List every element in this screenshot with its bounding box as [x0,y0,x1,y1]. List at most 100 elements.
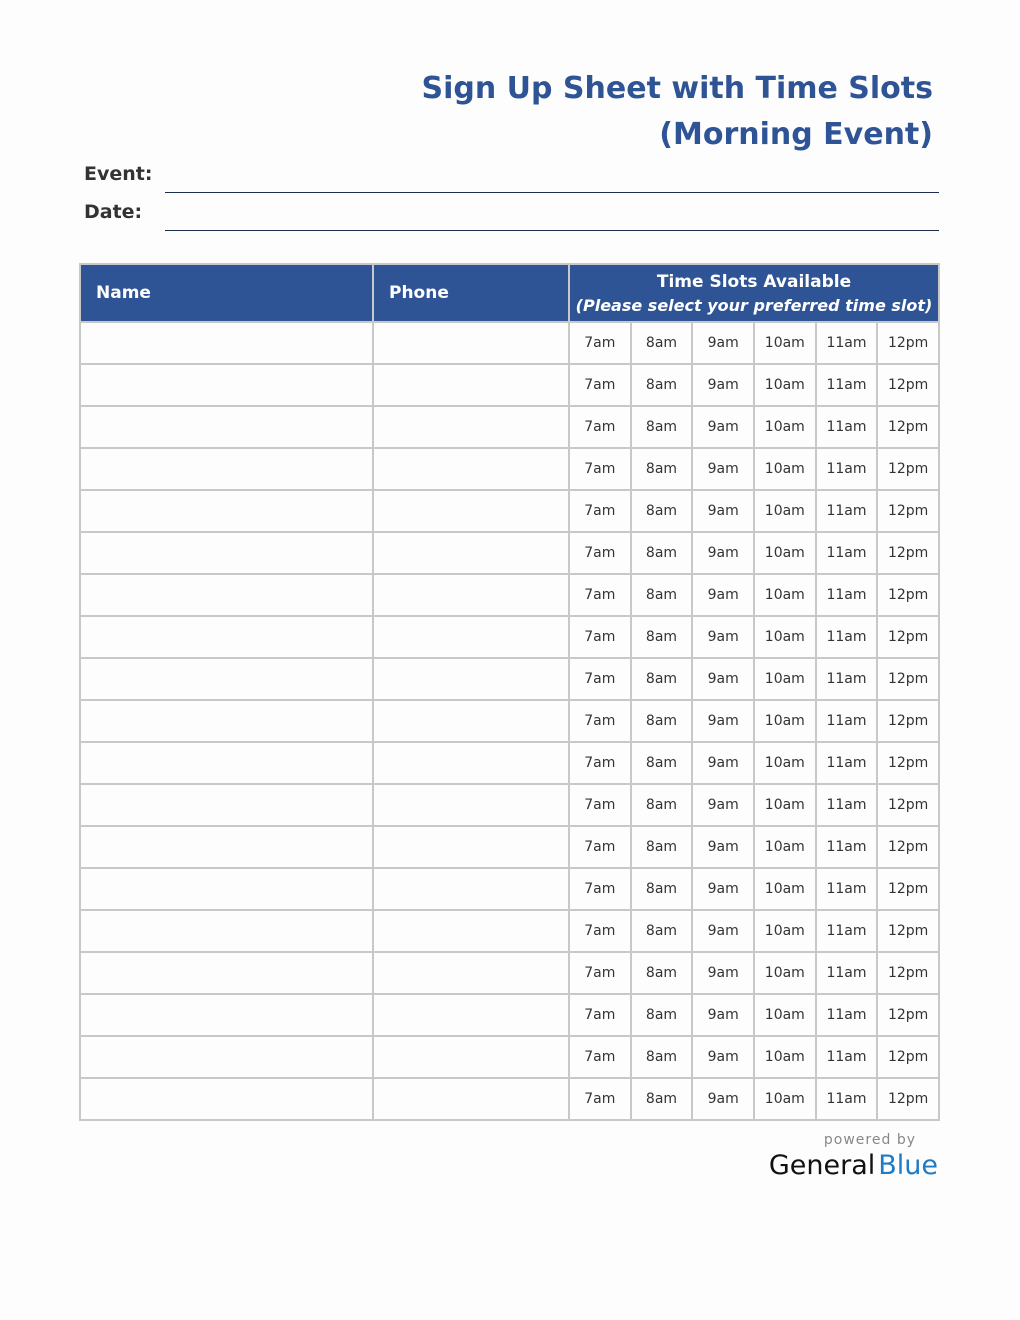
time-slot-cell[interactable]: 11am [814,867,879,911]
time-slot-cell[interactable]: 7am [568,321,632,365]
name-cell[interactable] [79,489,374,533]
time-slot-cell[interactable]: 10am [752,825,817,869]
time-slot-cell[interactable]: 8am [629,909,694,953]
time-slot-cell[interactable]: 12pm [876,993,940,1037]
time-slot-cell[interactable]: 11am [814,363,879,407]
time-slot-cell[interactable]: 12pm [876,363,940,407]
date-field[interactable] [165,230,939,231]
time-slot-cell[interactable]: 7am [568,489,632,533]
time-slot-cell[interactable]: 12pm [876,531,940,575]
phone-cell[interactable] [372,489,570,533]
time-slot-cell[interactable]: 8am [629,531,694,575]
phone-cell[interactable] [372,783,570,827]
time-slot-cell[interactable]: 11am [814,531,879,575]
name-cell[interactable] [79,573,374,617]
time-slot-cell[interactable]: 8am [629,489,694,533]
time-slot-cell[interactable]: 7am [568,615,632,659]
time-slot-cell[interactable]: 8am [629,951,694,995]
time-slot-cell[interactable]: 9am [691,867,755,911]
name-cell[interactable] [79,783,374,827]
time-slot-cell[interactable]: 12pm [876,1077,940,1121]
time-slot-cell[interactable]: 8am [629,321,694,365]
time-slot-cell[interactable]: 11am [814,825,879,869]
time-slot-cell[interactable]: 8am [629,573,694,617]
time-slot-cell[interactable]: 8am [629,741,694,785]
time-slot-cell[interactable]: 9am [691,363,755,407]
time-slot-cell[interactable]: 9am [691,531,755,575]
time-slot-cell[interactable]: 9am [691,489,755,533]
time-slot-cell[interactable]: 10am [752,1077,817,1121]
time-slot-cell[interactable]: 8am [629,657,694,701]
time-slot-cell[interactable]: 10am [752,741,817,785]
time-slot-cell[interactable]: 10am [752,1035,817,1079]
time-slot-cell[interactable]: 9am [691,993,755,1037]
time-slot-cell[interactable]: 9am [691,951,755,995]
time-slot-cell[interactable]: 10am [752,489,817,533]
time-slot-cell[interactable]: 12pm [876,489,940,533]
time-slot-cell[interactable]: 9am [691,447,755,491]
time-slot-cell[interactable]: 7am [568,741,632,785]
time-slot-cell[interactable]: 9am [691,909,755,953]
time-slot-cell[interactable]: 8am [629,615,694,659]
phone-cell[interactable] [372,531,570,575]
phone-cell[interactable] [372,1035,570,1079]
time-slot-cell[interactable]: 9am [691,741,755,785]
time-slot-cell[interactable]: 12pm [876,615,940,659]
phone-cell[interactable] [372,825,570,869]
name-cell[interactable] [79,363,374,407]
time-slot-cell[interactable]: 11am [814,573,879,617]
time-slot-cell[interactable]: 12pm [876,1035,940,1079]
time-slot-cell[interactable]: 9am [691,699,755,743]
time-slot-cell[interactable]: 11am [814,657,879,701]
time-slot-cell[interactable]: 10am [752,657,817,701]
time-slot-cell[interactable]: 7am [568,1077,632,1121]
time-slot-cell[interactable]: 11am [814,615,879,659]
time-slot-cell[interactable]: 8am [629,1035,694,1079]
time-slot-cell[interactable]: 10am [752,531,817,575]
time-slot-cell[interactable]: 11am [814,405,879,449]
name-cell[interactable] [79,615,374,659]
time-slot-cell[interactable]: 8am [629,447,694,491]
time-slot-cell[interactable]: 11am [814,909,879,953]
time-slot-cell[interactable]: 7am [568,1035,632,1079]
phone-cell[interactable] [372,951,570,995]
name-cell[interactable] [79,699,374,743]
time-slot-cell[interactable]: 7am [568,573,632,617]
time-slot-cell[interactable]: 7am [568,867,632,911]
time-slot-cell[interactable]: 12pm [876,405,940,449]
time-slot-cell[interactable]: 7am [568,531,632,575]
name-cell[interactable] [79,1077,374,1121]
time-slot-cell[interactable]: 9am [691,657,755,701]
phone-cell[interactable] [372,1077,570,1121]
time-slot-cell[interactable]: 7am [568,825,632,869]
time-slot-cell[interactable]: 10am [752,993,817,1037]
name-cell[interactable] [79,951,374,995]
time-slot-cell[interactable]: 9am [691,783,755,827]
time-slot-cell[interactable]: 9am [691,573,755,617]
name-cell[interactable] [79,405,374,449]
time-slot-cell[interactable]: 9am [691,1077,755,1121]
name-cell[interactable] [79,909,374,953]
name-cell[interactable] [79,741,374,785]
time-slot-cell[interactable]: 9am [691,405,755,449]
time-slot-cell[interactable]: 7am [568,363,632,407]
name-cell[interactable] [79,993,374,1037]
time-slot-cell[interactable]: 10am [752,363,817,407]
time-slot-cell[interactable]: 10am [752,867,817,911]
time-slot-cell[interactable]: 10am [752,699,817,743]
phone-cell[interactable] [372,867,570,911]
phone-cell[interactable] [372,615,570,659]
time-slot-cell[interactable]: 7am [568,405,632,449]
phone-cell[interactable] [372,447,570,491]
name-cell[interactable] [79,447,374,491]
name-cell[interactable] [79,531,374,575]
time-slot-cell[interactable]: 11am [814,993,879,1037]
time-slot-cell[interactable]: 7am [568,993,632,1037]
time-slot-cell[interactable]: 10am [752,615,817,659]
phone-cell[interactable] [372,993,570,1037]
phone-cell[interactable] [372,573,570,617]
time-slot-cell[interactable]: 12pm [876,657,940,701]
time-slot-cell[interactable]: 10am [752,573,817,617]
time-slot-cell[interactable]: 7am [568,951,632,995]
time-slot-cell[interactable]: 12pm [876,867,940,911]
